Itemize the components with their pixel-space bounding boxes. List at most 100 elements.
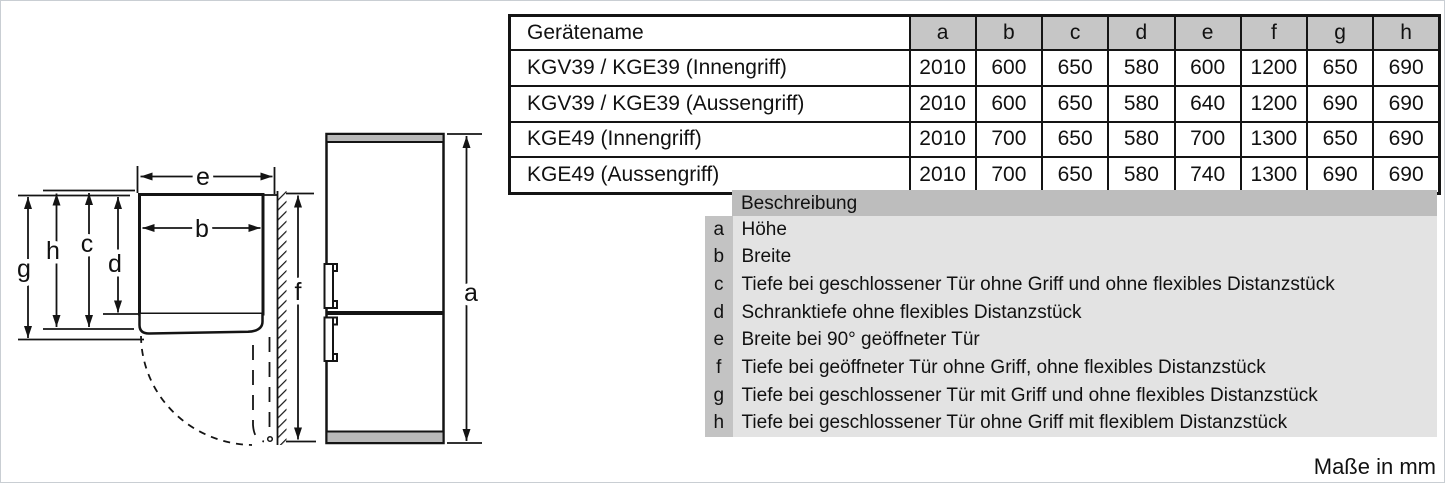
legend-description: Höhe bbox=[732, 216, 1437, 244]
col-header-c: c bbox=[1040, 14, 1110, 51]
col-header-d: d bbox=[1107, 14, 1176, 51]
value-cell: 700 bbox=[1173, 120, 1242, 159]
col-header-a: a bbox=[908, 14, 977, 51]
fridge-door-closed bbox=[138, 314, 264, 335]
legend-key: e bbox=[705, 326, 733, 355]
dimension-d: d bbox=[104, 197, 126, 313]
value-cell: 650 bbox=[1040, 84, 1110, 123]
value-cell: 650 bbox=[1305, 120, 1375, 159]
col-header-f: f bbox=[1239, 14, 1309, 51]
label-c: c bbox=[81, 230, 94, 258]
legend-key: h bbox=[705, 409, 733, 437]
value-cell: 2010 bbox=[908, 156, 977, 195]
col-header-e: e bbox=[1173, 14, 1242, 51]
value-cell: 2010 bbox=[908, 49, 977, 87]
value-cell: 690 bbox=[1305, 156, 1375, 195]
device-name: KGE49 (Aussengriff) bbox=[508, 156, 911, 195]
legend-item: b Breite bbox=[705, 243, 1437, 272]
label-b: b bbox=[195, 215, 209, 243]
fridge-top-body bbox=[138, 193, 265, 316]
dimension-drawing: e b g h bbox=[13, 132, 483, 446]
legend-description: Tiefe bei geöffneter Tür ohne Griff, ohn… bbox=[732, 354, 1437, 382]
front-view-diagram: a bbox=[323, 132, 483, 445]
value-cell: 690 bbox=[1372, 156, 1441, 195]
value-cell: 650 bbox=[1040, 120, 1110, 159]
door-hinge-dot bbox=[266, 435, 274, 443]
table-row: KGE49 (Aussengriff) 2010 700 650 580 740… bbox=[508, 156, 1441, 195]
label-g: g bbox=[17, 255, 31, 283]
table-row: KGV39 / KGE39 (Aussengriff) 2010 600 650… bbox=[508, 84, 1441, 123]
legend-item: d Schranktiefe ohne flexibles Distanzstü… bbox=[705, 298, 1437, 327]
legend-item: a Höhe bbox=[705, 216, 1437, 244]
value-cell: 1300 bbox=[1239, 156, 1309, 195]
label-f: f bbox=[295, 278, 302, 306]
value-cell: 2010 bbox=[908, 120, 977, 159]
value-cell: 700 bbox=[974, 120, 1044, 159]
label-d: d bbox=[108, 250, 122, 278]
legend-key: c bbox=[705, 271, 733, 299]
legend-item: h Tiefe bei geschlossener Tür ohne Griff… bbox=[705, 409, 1437, 437]
legend-header: Beschreibung bbox=[732, 190, 1437, 216]
value-cell: 740 bbox=[1173, 156, 1242, 195]
legend-description: Tiefe bei geschlossener Tür ohne Griff m… bbox=[732, 409, 1437, 437]
device-name: KGV39 / KGE39 (Aussengriff) bbox=[508, 84, 911, 123]
value-cell: 600 bbox=[974, 84, 1044, 123]
legend: a Höhe b Breite c Tiefe bei geschlossene… bbox=[705, 216, 1437, 437]
value-cell: 1300 bbox=[1239, 120, 1309, 159]
legend-item: e Breite bei 90° geöffneter Tür bbox=[705, 326, 1437, 355]
value-cell: 2010 bbox=[908, 84, 977, 123]
legend-description: Breite bei 90° geöffneter Tür bbox=[732, 326, 1437, 355]
value-cell: 650 bbox=[1040, 49, 1110, 87]
fridge-bottom-base bbox=[325, 430, 445, 444]
value-cell: 600 bbox=[974, 49, 1044, 87]
label-e: e bbox=[196, 163, 210, 191]
fridge-top-cap bbox=[325, 133, 445, 143]
upper-door-handle bbox=[323, 263, 338, 309]
legend-key: f bbox=[705, 354, 733, 382]
col-header-g: g bbox=[1305, 14, 1375, 51]
value-cell: 580 bbox=[1107, 156, 1176, 195]
value-cell: 690 bbox=[1372, 120, 1441, 159]
value-cell: 1200 bbox=[1239, 49, 1309, 87]
top-view-diagram: e b g h bbox=[13, 159, 316, 446]
legend-key: g bbox=[705, 381, 733, 410]
spec-table-title: Gerätename bbox=[508, 14, 911, 51]
dimension-e: e bbox=[140, 159, 273, 196]
legend-key: a bbox=[705, 216, 733, 244]
value-cell: 580 bbox=[1107, 120, 1176, 159]
value-cell: 700 bbox=[974, 156, 1044, 195]
value-cell: 690 bbox=[1372, 49, 1441, 87]
legend-key: b bbox=[705, 243, 733, 272]
value-cell: 690 bbox=[1305, 84, 1375, 123]
units-note: Maße in mm bbox=[1313, 454, 1436, 479]
value-cell: 580 bbox=[1107, 49, 1176, 87]
value-cell: 600 bbox=[1173, 49, 1242, 87]
table-row: KGV39 / KGE39 (Innengriff) 2010 600 650 … bbox=[508, 49, 1441, 87]
open-door-outer bbox=[252, 345, 265, 443]
legend-description: Schranktiefe ohne flexibles Distanzstück bbox=[732, 298, 1437, 327]
device-name: KGV39 / KGE39 (Innengriff) bbox=[508, 49, 911, 87]
value-cell: 1200 bbox=[1239, 84, 1309, 123]
value-cell: 640 bbox=[1173, 84, 1242, 123]
table-row: KGE49 (Innengriff) 2010 700 650 580 700 … bbox=[508, 120, 1441, 159]
col-header-b: b bbox=[974, 14, 1044, 51]
col-header-h: h bbox=[1372, 14, 1441, 51]
device-name: KGE49 (Innengriff) bbox=[508, 120, 911, 159]
lower-door-handle bbox=[323, 316, 338, 362]
dimension-g: g bbox=[13, 197, 35, 338]
label-a: a bbox=[464, 279, 478, 307]
value-cell: 580 bbox=[1107, 84, 1176, 123]
value-cell: 650 bbox=[1305, 49, 1375, 87]
value-cell: 650 bbox=[1040, 156, 1110, 195]
dimension-a: a bbox=[460, 136, 483, 441]
wall-hatching bbox=[278, 191, 287, 445]
legend-item: f Tiefe bei geöffneter Tür ohne Griff, o… bbox=[705, 354, 1437, 382]
fridge-front-body bbox=[325, 132, 445, 445]
legend-item: c Tiefe bei geschlossener Tür ohne Griff… bbox=[705, 271, 1437, 299]
dimension-b: b bbox=[142, 211, 261, 248]
legend-key: d bbox=[705, 298, 733, 327]
door-swing-arc bbox=[140, 335, 253, 446]
legend-description: Breite bbox=[732, 243, 1437, 272]
dimension-f: f bbox=[290, 195, 306, 440]
